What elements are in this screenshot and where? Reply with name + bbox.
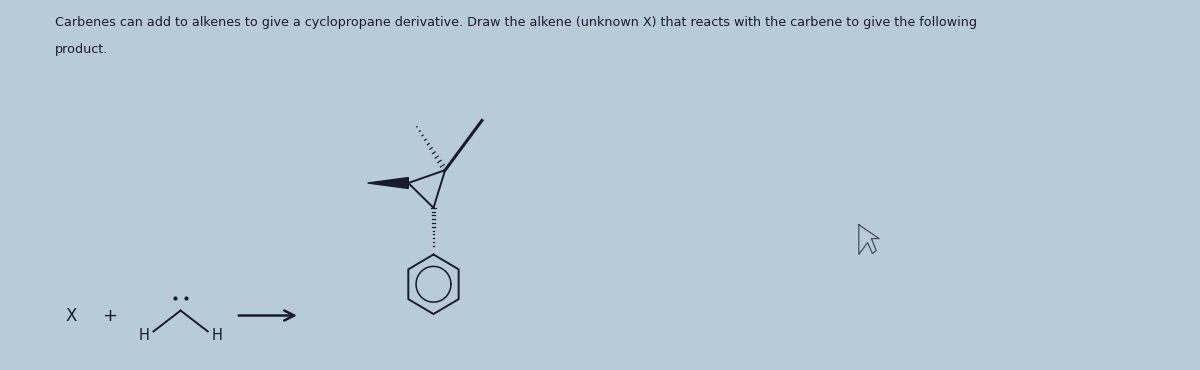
Text: H: H <box>138 328 149 343</box>
Polygon shape <box>367 178 408 188</box>
Text: H: H <box>212 328 223 343</box>
Text: product.: product. <box>55 43 108 56</box>
Text: X: X <box>66 306 77 324</box>
Text: Carbenes can add to alkenes to give a cyclopropane derivative. Draw the alkene (: Carbenes can add to alkenes to give a cy… <box>55 16 977 29</box>
Text: +: + <box>102 306 118 324</box>
